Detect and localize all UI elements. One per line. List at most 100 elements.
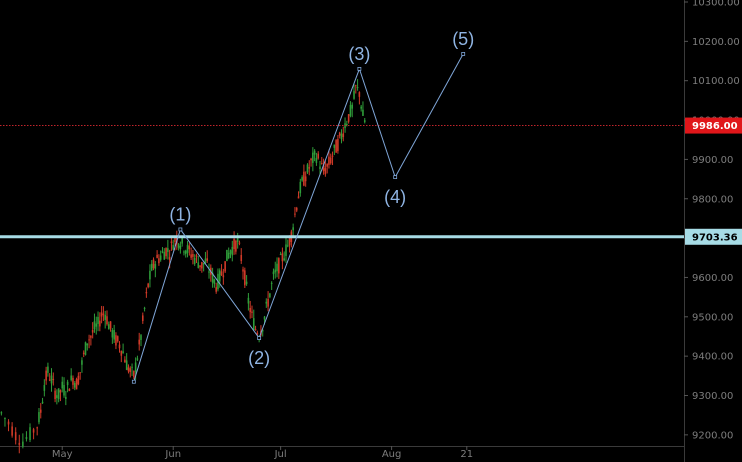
candle-body — [294, 213, 296, 215]
candle-body — [177, 244, 180, 248]
candle-body — [75, 379, 78, 390]
candle-body — [310, 158, 312, 161]
candle — [106, 310, 108, 326]
candle-body — [14, 432, 17, 441]
candle — [138, 332, 141, 351]
candle — [56, 389, 58, 405]
candle-body — [186, 244, 189, 253]
candle — [109, 321, 112, 332]
candle-body — [292, 227, 294, 231]
price-axis[interactable]: 9200.009300.009400.009500.009600.009700.… — [684, 0, 740, 441]
candle-body — [227, 252, 230, 259]
candle — [206, 250, 209, 263]
candle — [136, 355, 139, 362]
price-tick-label: 9600.00 — [692, 273, 733, 284]
time-axis[interactable]: May Jun Jul Aug 21 — [52, 446, 473, 460]
candle-body — [220, 271, 223, 276]
candle — [133, 370, 135, 380]
price-tag: 9703.36 — [685, 228, 742, 245]
wave-path-line[interactable] — [133, 53, 464, 382]
candle — [319, 160, 321, 176]
wave-vertex-handle[interactable] — [461, 52, 466, 56]
candle-body — [159, 255, 162, 260]
candle — [294, 207, 296, 218]
candle-body — [306, 164, 309, 173]
wave-vertex-handle[interactable] — [178, 227, 183, 232]
candle-body — [299, 181, 302, 194]
candle-body — [143, 307, 146, 309]
price-tag: 9986.00 — [685, 117, 742, 134]
candle-body — [183, 251, 185, 253]
candle — [231, 240, 234, 262]
candle — [270, 281, 273, 290]
candle-body — [240, 255, 243, 261]
candle-body — [82, 352, 85, 354]
wave-vertex-handle[interactable] — [131, 379, 136, 384]
wave-vertex-handle[interactable] — [393, 175, 398, 180]
candle-body — [195, 255, 198, 257]
candle-body — [163, 252, 166, 260]
candle-body — [244, 270, 246, 286]
candle — [124, 356, 126, 363]
candle — [265, 298, 268, 308]
candle — [211, 267, 214, 288]
candle-body — [206, 258, 209, 261]
candle — [172, 239, 175, 251]
candle-body — [172, 245, 175, 250]
candle — [308, 160, 311, 176]
candle-body — [81, 360, 83, 365]
wave-label: (5) — [452, 29, 474, 49]
candle — [115, 332, 117, 350]
candle — [356, 79, 359, 91]
price-tick-label: 9200.00 — [692, 430, 733, 441]
candle — [82, 350, 85, 358]
candle-body — [168, 257, 171, 260]
candle — [54, 387, 56, 403]
candle-body — [65, 397, 67, 400]
price-tags: 9986.00 9703.36 — [685, 117, 742, 245]
price-tick-label: 9500.00 — [692, 312, 733, 323]
candle — [193, 254, 196, 266]
candle-body — [319, 166, 321, 169]
candle-body — [79, 372, 81, 374]
candle-body — [43, 385, 46, 391]
candle — [295, 206, 298, 213]
candle — [159, 250, 162, 262]
candle-body — [252, 318, 255, 330]
candle-body — [56, 395, 58, 399]
candle — [116, 335, 119, 343]
candle — [118, 341, 121, 353]
candle — [59, 389, 62, 402]
candle-body — [356, 87, 359, 89]
candle — [322, 158, 325, 175]
candle — [75, 377, 78, 390]
wave-vertex-handle[interactable] — [357, 66, 362, 71]
candle-body — [109, 321, 112, 329]
candle-body — [285, 244, 287, 256]
candle-body — [0, 412, 3, 414]
candle — [68, 388, 71, 392]
candle-body — [245, 281, 248, 285]
candle-body — [116, 336, 119, 342]
wave-vertex-handle[interactable] — [257, 336, 262, 340]
candle-body — [150, 263, 153, 271]
candle-body — [106, 316, 108, 325]
candle — [363, 118, 366, 124]
candle-body — [72, 377, 74, 385]
candle — [57, 388, 60, 403]
candle-body — [331, 155, 334, 157]
candle — [77, 372, 80, 386]
candle — [353, 82, 355, 100]
candle — [47, 362, 49, 377]
elliott-wave-drawing[interactable]: (1) (2) (3) (4) (5) — [131, 29, 474, 384]
horizontal-lines[interactable] — [0, 125, 684, 239]
candle-body — [91, 329, 94, 333]
candle — [335, 139, 337, 153]
candle — [50, 368, 53, 392]
candle — [326, 163, 328, 174]
candle — [201, 261, 203, 273]
candle — [177, 243, 180, 251]
candle — [337, 134, 339, 154]
candle — [254, 325, 257, 331]
